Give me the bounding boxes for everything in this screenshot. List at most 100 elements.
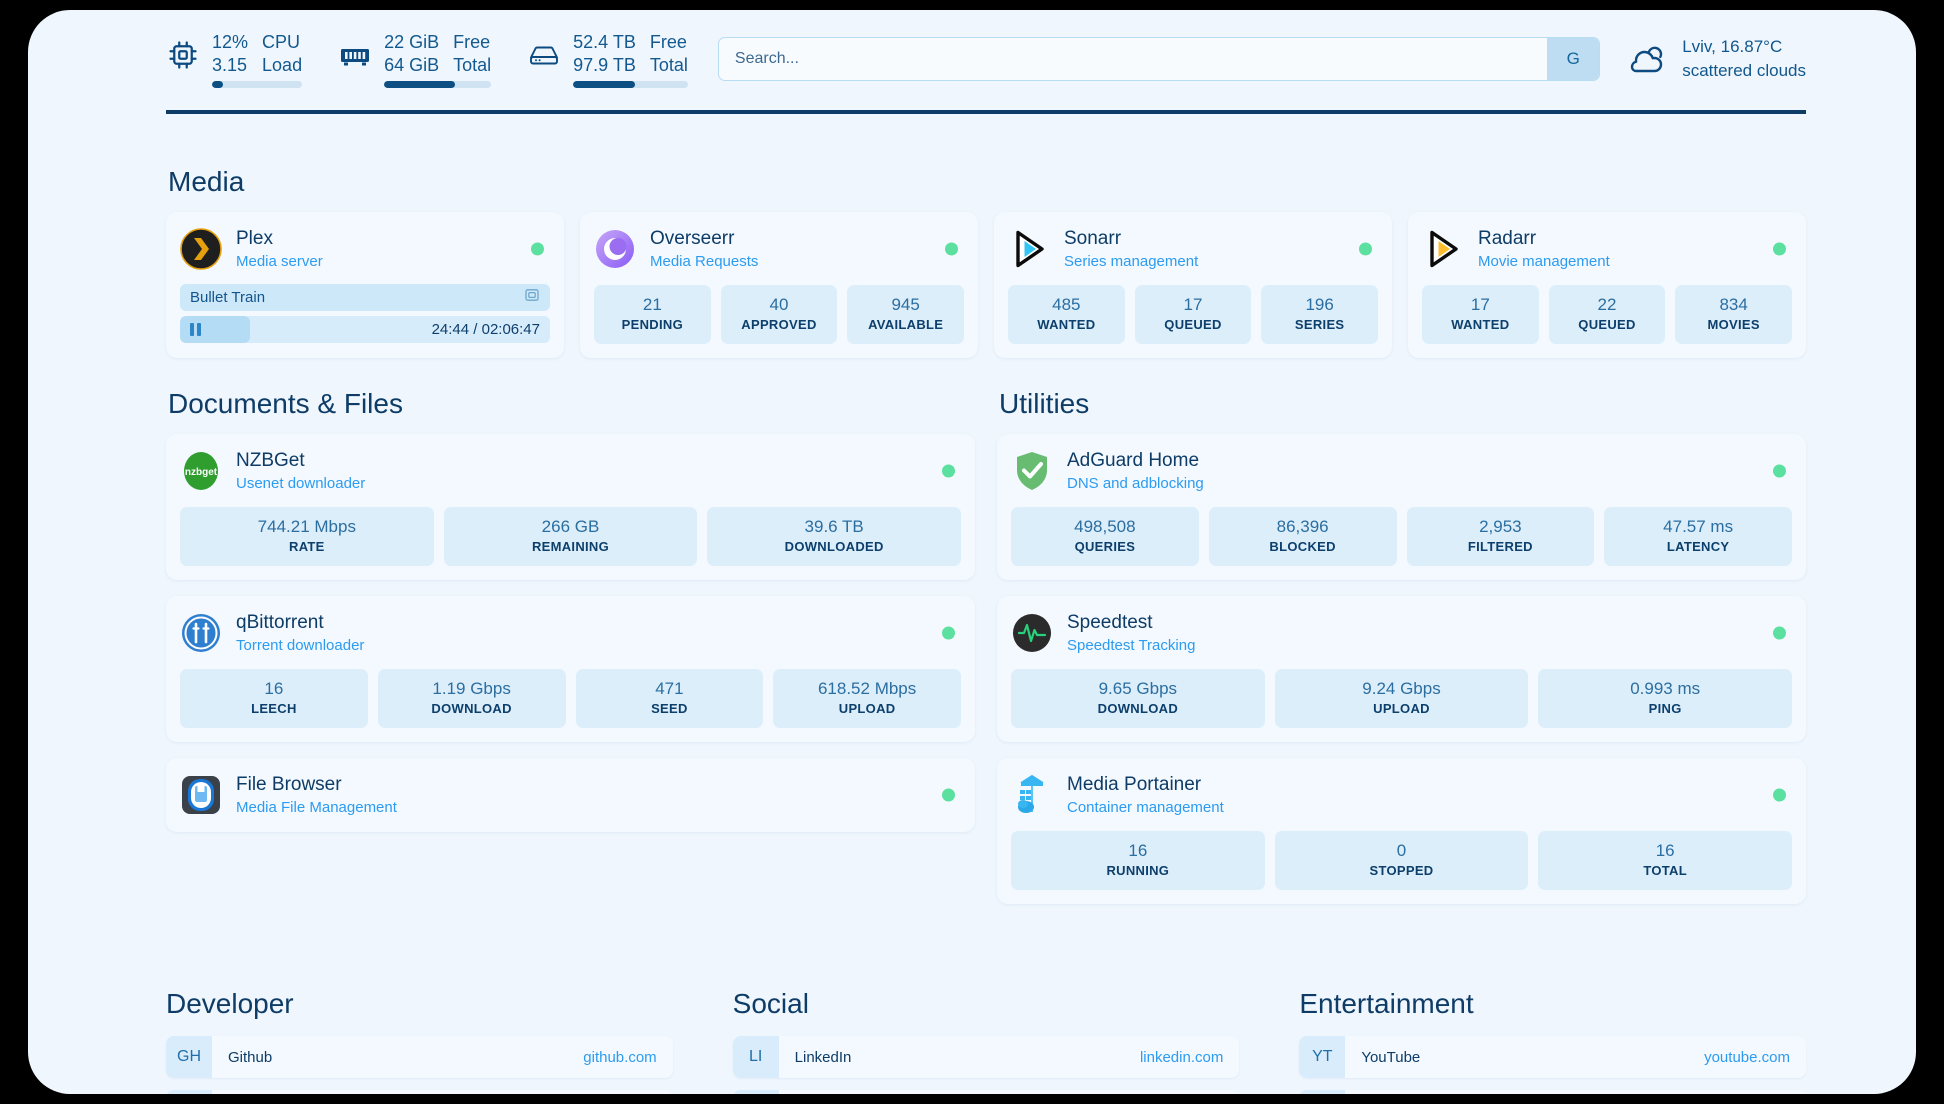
stat-tile-label: REMAINING xyxy=(531,539,610,554)
stat-tile[interactable]: 9.24 Gbps UPLOAD xyxy=(1274,669,1529,728)
service-card-header: Sonarr Series management xyxy=(1008,226,1378,272)
service-card-overseerr[interactable]: Overseerr Media Requests 21 PENDING 40 A… xyxy=(580,212,978,358)
service-name: Radarr xyxy=(1478,227,1537,249)
bookmark-item[interactable]: TW Twitter twitter.com xyxy=(732,1090,1240,1094)
stat-tile[interactable]: 744.21 Mbps RATE xyxy=(180,507,434,566)
status-indicator xyxy=(531,242,544,256)
stat-tile[interactable]: 21 PENDING xyxy=(594,285,711,344)
status-indicator xyxy=(1773,788,1786,802)
stat-tile-row: 16 RUNNING 0 STOPPED 16 TOTAL xyxy=(1011,831,1792,890)
bookmark-item[interactable]: YT YouTube youtube.com xyxy=(1299,1036,1806,1078)
stat-tile-row: 744.21 Mbps RATE 266 GB REMAINING 39.6 T… xyxy=(180,507,961,566)
bookmark-url[interactable]: linkedin.com xyxy=(1139,1048,1224,1066)
utilities-card-list: AdGuard Home DNS and adblocking 498,508 … xyxy=(997,434,1806,904)
service-card-adguard-home[interactable]: AdGuard Home DNS and adblocking 498,508 … xyxy=(997,434,1806,580)
stat-tile[interactable]: 40 APPROVED xyxy=(720,285,838,344)
resource-label-secondary: Total xyxy=(453,54,492,75)
stat-tile[interactable]: 9.65 Gbps DOWNLOAD xyxy=(1011,669,1265,728)
service-card-media-portainer[interactable]: Media Portainer Container management 16 … xyxy=(997,758,1806,904)
stat-tile[interactable]: 618.52 Mbps UPLOAD xyxy=(773,669,961,728)
bookmark-item[interactable]: SO StackOverflow stackoverflow.com xyxy=(166,1090,673,1094)
service-card-file-browser[interactable]: File Browser Media File Management xyxy=(166,758,975,832)
bookmark-item[interactable]: NF Netflix netflix.com xyxy=(1299,1090,1806,1094)
stat-tile-value: 9.65 Gbps xyxy=(1098,679,1178,698)
stat-tile[interactable]: 22 QUEUED xyxy=(1548,285,1666,344)
stat-tile[interactable]: 498,508 QUERIES xyxy=(1011,507,1199,566)
stat-tile[interactable]: 17 WANTED xyxy=(1422,285,1539,344)
stat-tile[interactable]: 47.57 ms LATENCY xyxy=(1604,507,1792,566)
stat-tile-label: TOTAL xyxy=(1643,863,1687,878)
service-card-header: Media Portainer Container management xyxy=(1011,772,1792,818)
resource-value-secondary: 64 GiB xyxy=(384,54,440,75)
sonarr-icon xyxy=(1008,228,1050,270)
search-input[interactable] xyxy=(718,38,1548,80)
bookmark-abbr: TW xyxy=(732,1090,779,1094)
service-card-sonarr[interactable]: Sonarr Series management 485 WANTED 17 Q… xyxy=(994,212,1392,358)
stat-tile-value: 0 xyxy=(1396,841,1407,860)
service-card-speedtest[interactable]: Speedtest Speedtest Tracking 9.65 Gbps D… xyxy=(997,596,1806,742)
stat-tile-value: 47.57 ms xyxy=(1663,517,1734,536)
bookmark-url[interactable]: stackoverflow.com xyxy=(534,1090,673,1094)
stat-tile-label: QUEUED xyxy=(1164,317,1222,332)
playback-progress-bar[interactable]: 24:44 / 02:06:47 xyxy=(180,316,550,343)
stat-tile-label: DOWNLOAD xyxy=(1097,701,1179,716)
stat-tile[interactable]: 17 QUEUED xyxy=(1134,285,1252,344)
resource-usage-bar xyxy=(212,80,303,88)
media-section-title: Media xyxy=(168,166,245,197)
bookmark-group-title: Social xyxy=(732,988,809,1019)
bookmark-url[interactable]: youtube.com xyxy=(1704,1048,1790,1066)
search-bar[interactable]: G xyxy=(717,37,1601,81)
service-card-plex[interactable]: Plex Media server Bullet Train 24:44 / 0… xyxy=(166,212,564,358)
stat-tile[interactable]: 834 MOVIES xyxy=(1675,285,1792,344)
resource-values: 52.4 TB 97.9 TB xyxy=(573,31,636,76)
resource-label-primary: Free xyxy=(453,31,491,52)
pause-icon[interactable] xyxy=(190,323,201,336)
stat-tile-value: 17 xyxy=(1183,295,1203,314)
stat-tile[interactable]: 0 STOPPED xyxy=(1274,831,1529,890)
now-playing-title: Bullet Train xyxy=(190,289,266,306)
stat-tile[interactable]: 196 SERIES xyxy=(1261,285,1378,344)
service-subtitle: Movie management xyxy=(1478,252,1610,270)
bookmark-url[interactable]: github.com xyxy=(583,1048,657,1066)
stat-tile[interactable]: 945 AVAILABLE xyxy=(847,285,964,344)
stat-tile[interactable]: 471 SEED xyxy=(575,669,764,728)
status-indicator xyxy=(1773,242,1786,256)
bookmark-url[interactable]: twitter.com xyxy=(1152,1090,1240,1094)
stat-tile[interactable]: 2,953 FILTERED xyxy=(1406,507,1595,566)
radarr-icon xyxy=(1422,228,1464,270)
stat-tile-label: RATE xyxy=(289,539,325,554)
stat-tile-label: PING xyxy=(1648,701,1682,716)
service-card-qbittorrent[interactable]: qBittorrent Torrent downloader 16 LEECH … xyxy=(166,596,975,742)
stat-tile-label: AVAILABLE xyxy=(868,317,944,332)
bookmark-url[interactable]: netflix.com xyxy=(1718,1090,1806,1094)
stat-tile[interactable]: 16 LEECH xyxy=(180,669,368,728)
stat-tile[interactable]: 0.993 ms PING xyxy=(1538,669,1792,728)
resource-values: 12% 3.15 xyxy=(212,31,248,76)
bookmark-item[interactable]: GH Github github.com xyxy=(166,1036,673,1078)
stat-tile[interactable]: 266 GB REMAINING xyxy=(443,507,698,566)
documents-section-title: Documents & Files xyxy=(168,388,403,419)
speedtest-icon xyxy=(1011,612,1053,654)
stat-tile[interactable]: 16 TOTAL xyxy=(1538,831,1792,890)
bookmark-item[interactable]: LI LinkedIn linkedin.com xyxy=(732,1036,1240,1078)
weather-widget: Lviv, 16.87°C scattered clouds xyxy=(1628,36,1806,82)
service-subtitle: Media File Management xyxy=(236,798,397,816)
stat-tile[interactable]: 485 WANTED xyxy=(1008,285,1125,344)
stat-tile[interactable]: 1.19 Gbps DOWNLOAD xyxy=(377,669,566,728)
bookmark-group-social: Social LI LinkedIn linkedin.com TW Twitt… xyxy=(732,988,1240,1094)
search-provider-button[interactable]: G xyxy=(1547,38,1600,80)
resource-label-primary: Free xyxy=(649,31,687,52)
svg-text:nzbget: nzbget xyxy=(185,467,218,478)
service-card-nzbget[interactable]: nzbget NZBGet Usenet downloader 744.21 M… xyxy=(166,434,975,580)
stat-tile-row: 17 WANTED 22 QUEUED 834 MOVIES xyxy=(1422,285,1792,344)
stat-tile-label: WANTED xyxy=(1451,317,1510,332)
status-indicator xyxy=(942,464,955,478)
service-card-header: nzbget NZBGet Usenet downloader xyxy=(180,448,961,494)
service-name: qBittorrent xyxy=(236,611,324,633)
bookmark-abbr: GH xyxy=(166,1036,212,1078)
status-indicator xyxy=(1773,626,1786,640)
stat-tile[interactable]: 16 RUNNING xyxy=(1011,831,1265,890)
stat-tile[interactable]: 86,396 BLOCKED xyxy=(1208,507,1397,566)
stat-tile[interactable]: 39.6 TB DOWNLOADED xyxy=(707,507,961,566)
service-card-radarr[interactable]: Radarr Movie management 17 WANTED 22 QUE… xyxy=(1408,212,1806,358)
